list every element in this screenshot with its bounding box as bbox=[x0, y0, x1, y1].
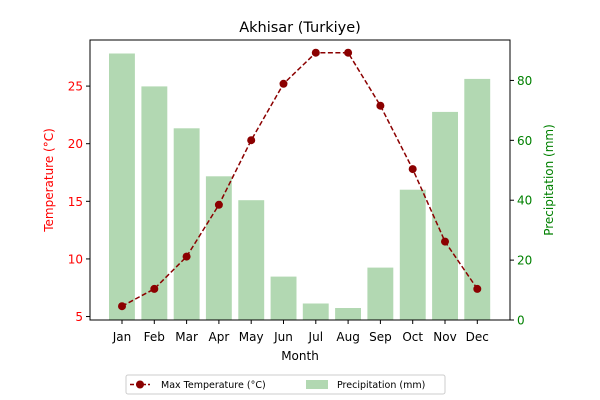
y-axis-right: 0 20 40 60 80 bbox=[510, 74, 532, 328]
temperature-point bbox=[311, 48, 320, 57]
precipitation-bar bbox=[302, 303, 329, 320]
x-tick-label: Sep bbox=[369, 330, 392, 344]
x-tick-label: Apr bbox=[209, 330, 230, 344]
precipitation-bar bbox=[109, 53, 135, 320]
y-left-tick-label: 25 bbox=[68, 80, 83, 94]
x-tick-label: Oct bbox=[402, 330, 423, 344]
precipitation-bar bbox=[464, 78, 491, 321]
temperature-point bbox=[150, 284, 159, 293]
x-tick-label: Jun bbox=[273, 330, 293, 344]
plot-frame bbox=[89, 39, 511, 321]
y-right-tick-label: 40 bbox=[517, 194, 532, 208]
temperature-point bbox=[214, 200, 223, 209]
temperature-point bbox=[408, 165, 417, 174]
x-tick-label: Mar bbox=[175, 330, 198, 344]
x-tick-label: Aug bbox=[336, 330, 359, 344]
temperature-point bbox=[118, 302, 126, 311]
temperature-point bbox=[344, 48, 353, 57]
temperature-point bbox=[279, 79, 288, 88]
temperature-point bbox=[473, 284, 482, 293]
legend-frame bbox=[125, 374, 446, 395]
legend-label-precipitation: Precipitation (mm) bbox=[337, 380, 425, 391]
x-tick-label: Nov bbox=[433, 330, 456, 344]
precipitation-bar bbox=[238, 200, 265, 320]
line-layer bbox=[118, 48, 482, 311]
legend-bar-swatch bbox=[306, 380, 328, 389]
legend-label-temperature: Max Temperature (°C) bbox=[161, 380, 266, 391]
temperature-point bbox=[376, 101, 385, 110]
x-tick-label: Feb bbox=[144, 330, 165, 344]
y-right-tick-label: 80 bbox=[517, 74, 532, 88]
legend: Max Temperature (°C) Precipitation (mm) bbox=[125, 374, 446, 395]
x-tick-label: Dec bbox=[466, 330, 489, 344]
y-axis-left-label: Temperature (°C) bbox=[42, 128, 56, 233]
y-axis-left: 5 10 15 20 25 bbox=[68, 80, 90, 324]
y-left-tick-label: 10 bbox=[68, 252, 83, 266]
precipitation-bar bbox=[270, 276, 297, 320]
x-axis-label: Month bbox=[281, 349, 319, 363]
precipitation-bar bbox=[335, 308, 361, 320]
precipitation-bar bbox=[205, 176, 232, 320]
chart-title: Akhisar (Turkiye) bbox=[239, 20, 361, 36]
temperature-point bbox=[441, 237, 449, 246]
x-tick-label: Jan bbox=[112, 330, 132, 344]
x-tick-label: May bbox=[239, 330, 264, 344]
y-axis-right-label: Precipitation (mm) bbox=[542, 124, 556, 236]
temperature-point bbox=[247, 136, 256, 145]
y-right-tick-label: 20 bbox=[517, 254, 532, 268]
legend-line-marker bbox=[136, 380, 144, 389]
bars-layer bbox=[109, 53, 491, 321]
plot-area bbox=[89, 39, 511, 321]
precipitation-bar bbox=[367, 267, 394, 320]
x-axis: Jan Feb Mar Apr May Jun Jul Aug Sep Oct Nov Dec bbox=[112, 320, 489, 344]
temperature-point bbox=[182, 252, 191, 261]
precipitation-bar bbox=[432, 111, 458, 321]
y-left-tick-label: 5 bbox=[75, 310, 83, 324]
temperature-line bbox=[121, 51, 478, 307]
y-right-tick-label: 0 bbox=[517, 314, 525, 328]
precipitation-bar bbox=[173, 128, 200, 320]
y-left-tick-label: 15 bbox=[68, 195, 83, 209]
x-tick-label: Jul bbox=[308, 330, 323, 344]
precipitation-bar bbox=[399, 189, 426, 320]
y-left-tick-label: 20 bbox=[68, 137, 83, 151]
y-right-tick-label: 60 bbox=[517, 134, 532, 148]
